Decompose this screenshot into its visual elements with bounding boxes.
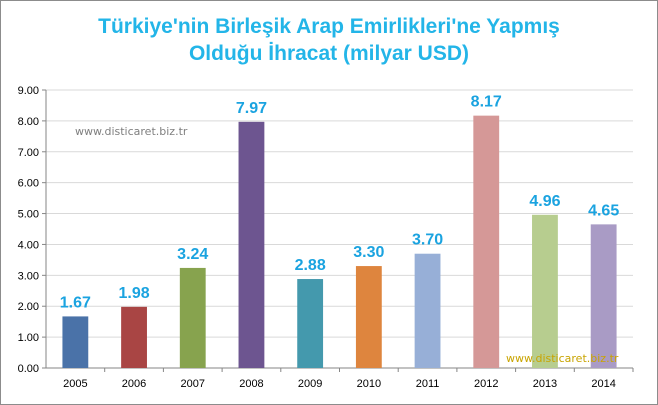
bar-2010 — [355, 266, 382, 368]
x-tick-label: 2005 — [63, 378, 87, 390]
y-tick-label: 9.00 — [18, 85, 39, 97]
bar-2012 — [473, 115, 500, 368]
watermark-bottom: www.disticaret.biz.tr — [506, 352, 619, 365]
bar-2013 — [532, 214, 558, 368]
chart-title: Türkiye'nin Birleşik Arap Emirlikleri'ne… — [1, 13, 657, 67]
data-label-2007: 3.24 — [177, 246, 208, 263]
data-label-2014: 4.65 — [588, 202, 619, 219]
bar-2006 — [121, 306, 147, 368]
data-label-2006: 1.98 — [118, 285, 149, 302]
x-tick-label: 2007 — [181, 378, 205, 390]
data-label-2005: 1.67 — [60, 294, 91, 311]
x-tick-label: 2008 — [239, 378, 263, 390]
y-tick-label: 5.00 — [18, 209, 39, 221]
bar-2011 — [414, 253, 441, 368]
x-tick-label: 2012 — [474, 378, 498, 390]
y-tick-label: 3.00 — [18, 270, 39, 282]
x-tick-label: 2011 — [416, 378, 440, 390]
x-tick-label: 2010 — [357, 378, 381, 390]
y-tick-label: 7.00 — [18, 147, 39, 159]
bar-2008 — [238, 121, 265, 368]
bar-2005 — [62, 316, 89, 368]
bar-2007 — [179, 267, 206, 368]
y-tick-label: 8.00 — [18, 116, 39, 128]
x-tick-label: 2013 — [533, 378, 557, 390]
data-label-2008: 7.97 — [236, 100, 267, 117]
data-label-2012: 8.17 — [471, 94, 502, 111]
y-tick-label: 0.00 — [18, 363, 39, 375]
y-tick-label: 1.00 — [18, 332, 39, 344]
chart-title-line-1: Türkiye'nin Birleşik Arap Emirlikleri'ne… — [98, 15, 560, 38]
x-tick-label: 2009 — [298, 378, 322, 390]
y-tick-label: 2.00 — [18, 301, 39, 313]
data-label-2010: 3.30 — [353, 244, 384, 261]
bar-2009 — [297, 279, 324, 368]
bar-2014 — [590, 224, 617, 368]
data-label-2009: 2.88 — [295, 257, 326, 274]
x-tick-label: 2006 — [122, 378, 146, 390]
watermark-top: www.disticaret.biz.tr — [75, 125, 188, 138]
data-label-2011: 3.70 — [412, 232, 443, 249]
y-tick-label: 6.00 — [18, 178, 39, 190]
y-tick-label: 4.00 — [18, 239, 39, 251]
chart-title-line-2: Olduğu İhracat (milyar USD) — [188, 42, 470, 65]
data-label-2013: 4.96 — [529, 193, 560, 210]
x-tick-label: 2014 — [591, 378, 615, 390]
